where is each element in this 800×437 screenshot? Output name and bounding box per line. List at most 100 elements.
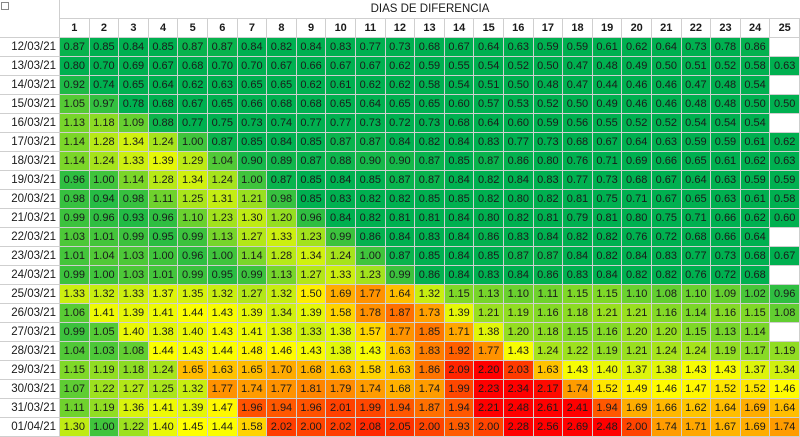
table-cell[interactable]: 0.46 (652, 76, 682, 95)
table-cell[interactable]: 1.27 (237, 285, 268, 304)
table-cell[interactable]: 0.97 (89, 95, 120, 114)
table-cell[interactable]: 0.83 (326, 190, 356, 209)
table-cell[interactable]: 0.98 (60, 190, 90, 209)
table-cell[interactable]: 0.68 (740, 247, 771, 266)
table-cell[interactable]: 1.46 (652, 380, 682, 399)
table-cell[interactable]: 0.48 (711, 95, 741, 114)
table-cell[interactable]: 0.90 (385, 152, 416, 171)
table-cell[interactable]: 1.74 (652, 418, 682, 437)
table-cell[interactable]: 1.67 (711, 418, 741, 437)
table-cell[interactable]: 2.20 (474, 361, 504, 380)
table-cell[interactable]: 0.83 (652, 247, 682, 266)
table-cell[interactable]: 1.63 (326, 361, 356, 380)
table-cell[interactable]: 1.30 (237, 209, 268, 228)
table-cell[interactable]: 1.04 (60, 342, 90, 361)
table-cell[interactable]: 1.23 (356, 266, 386, 285)
table-cell[interactable]: 1.64 (770, 399, 800, 418)
table-cell[interactable]: 0.99 (119, 228, 149, 247)
table-cell[interactable]: 0.57 (474, 95, 504, 114)
table-cell[interactable]: 0.87 (296, 152, 327, 171)
table-cell[interactable]: 0.62 (385, 57, 416, 76)
table-cell[interactable]: 1.65 (237, 361, 268, 380)
table-cell[interactable]: 0.84 (444, 228, 475, 247)
table-cell[interactable]: 0.90 (237, 152, 268, 171)
table-cell[interactable]: 1.41 (237, 323, 268, 342)
table-cell[interactable]: 1.10 (178, 209, 208, 228)
table-cell[interactable]: 0.62 (740, 152, 771, 171)
table-cell[interactable]: 1.16 (592, 323, 623, 342)
table-cell[interactable]: 1.33 (267, 228, 297, 247)
table-cell[interactable]: 1.40 (119, 323, 149, 342)
table-cell[interactable]: 0.65 (681, 152, 712, 171)
table-cell[interactable]: 1.28 (267, 247, 297, 266)
table-cell[interactable]: 0.66 (711, 209, 741, 228)
table-cell[interactable]: 0.51 (681, 57, 712, 76)
table-cell[interactable]: 0.99 (60, 209, 90, 228)
row-date[interactable]: 13/03/21 (0, 57, 60, 76)
table-cell[interactable]: 1.32 (89, 285, 120, 304)
table-cell[interactable]: 1.15 (740, 304, 771, 323)
table-cell[interactable]: 1.23 (208, 209, 238, 228)
table-cell[interactable]: 0.87 (504, 247, 534, 266)
table-cell[interactable]: 0.82 (267, 38, 297, 57)
table-cell[interactable]: 1.66 (652, 399, 682, 418)
table-cell[interactable]: 0.84 (385, 133, 416, 152)
table-cell[interactable]: 1.32 (208, 285, 238, 304)
table-cell[interactable]: 1.52 (740, 380, 771, 399)
table-cell[interactable]: 0.73 (356, 114, 386, 133)
table-cell[interactable]: 0.59 (533, 114, 564, 133)
table-cell[interactable]: 2.05 (385, 418, 416, 437)
table-cell[interactable]: 0.82 (356, 209, 386, 228)
table-cell[interactable]: 0.73 (533, 133, 564, 152)
table-cell[interactable]: 1.01 (60, 247, 90, 266)
table-cell[interactable]: 1.14 (60, 133, 90, 152)
table-cell[interactable] (770, 228, 800, 247)
table-cell[interactable]: 1.44 (208, 342, 238, 361)
table-cell[interactable]: 0.66 (652, 152, 682, 171)
table-cell[interactable]: 2.56 (533, 418, 564, 437)
table-cell[interactable]: 1.38 (326, 342, 356, 361)
table-cell[interactable]: 0.63 (504, 38, 534, 57)
table-cell[interactable]: 1.39 (444, 304, 475, 323)
table-cell[interactable]: 1.07 (60, 380, 90, 399)
table-cell[interactable]: 0.59 (740, 171, 771, 190)
table-cell[interactable]: 1.06 (60, 304, 90, 323)
table-cell[interactable]: 0.64 (474, 38, 504, 57)
table-cell[interactable]: 0.67 (652, 190, 682, 209)
table-cell[interactable]: 1.77 (208, 380, 238, 399)
table-cell[interactable]: 2.17 (533, 380, 564, 399)
table-cell[interactable]: 1.38 (474, 323, 504, 342)
table-cell[interactable]: 1.03 (89, 342, 120, 361)
table-cell[interactable]: 1.00 (89, 418, 120, 437)
table-cell[interactable]: 1.71 (444, 323, 475, 342)
table-cell[interactable]: 1.00 (89, 266, 120, 285)
table-cell[interactable]: 1.74 (770, 418, 800, 437)
table-cell[interactable]: 0.54 (474, 57, 504, 76)
table-cell[interactable]: 1.32 (267, 285, 297, 304)
table-cell[interactable]: 0.77 (178, 114, 208, 133)
table-cell[interactable]: 0.85 (296, 171, 327, 190)
table-cell[interactable]: 1.45 (178, 418, 208, 437)
table-cell[interactable]: 1.38 (652, 361, 682, 380)
table-cell[interactable] (770, 38, 800, 57)
table-cell[interactable]: 0.67 (356, 57, 386, 76)
table-cell[interactable]: 1.32 (178, 380, 208, 399)
table-cell[interactable]: 1.86 (415, 361, 445, 380)
table-cell[interactable]: 1.14 (60, 152, 90, 171)
table-cell[interactable]: 1.21 (622, 304, 652, 323)
table-cell[interactable]: 1.43 (178, 342, 208, 361)
table-cell[interactable]: 1.20 (652, 323, 682, 342)
table-cell[interactable]: 0.65 (415, 95, 445, 114)
table-cell[interactable] (770, 266, 800, 285)
table-cell[interactable]: 1.93 (444, 418, 475, 437)
table-cell[interactable]: 0.87 (415, 152, 445, 171)
table-cell[interactable]: 0.68 (681, 228, 712, 247)
table-cell[interactable]: 1.13 (208, 228, 238, 247)
table-cell[interactable]: 1.34 (119, 133, 149, 152)
table-cell[interactable]: 1.64 (711, 399, 741, 418)
table-cell[interactable]: 0.84 (444, 133, 475, 152)
table-cell[interactable]: 0.70 (237, 57, 268, 76)
table-cell[interactable]: 2.00 (296, 418, 327, 437)
table-cell[interactable]: 0.59 (563, 38, 593, 57)
table-cell[interactable]: 0.65 (119, 76, 149, 95)
